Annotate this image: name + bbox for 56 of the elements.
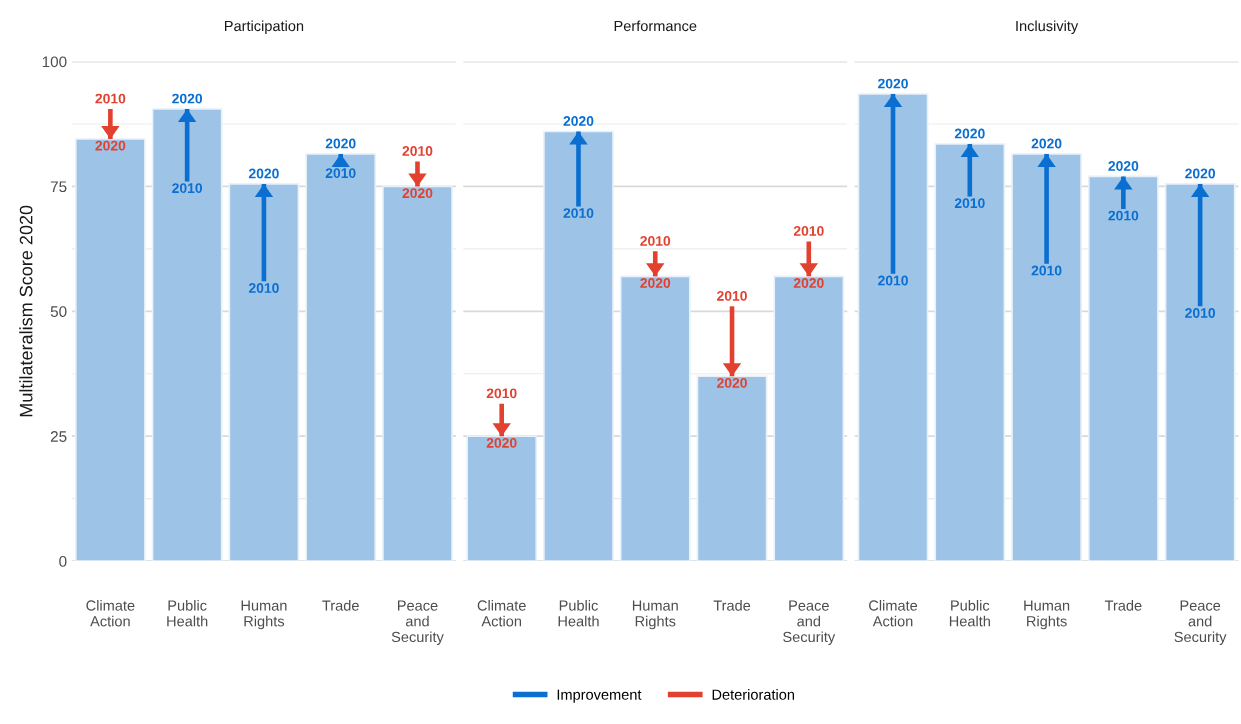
x-tick-label: Human Rights bbox=[241, 600, 287, 630]
annotation: 2010 bbox=[325, 168, 356, 179]
annotation: 2020 bbox=[486, 437, 517, 448]
y-tick-label: 0 bbox=[59, 555, 67, 567]
annotation: 2010 bbox=[402, 146, 433, 156]
x-tick-label: Climate Action bbox=[477, 599, 526, 627]
x-tick-label: Climate Action bbox=[869, 599, 918, 627]
y-tick-label: 50 bbox=[50, 306, 67, 318]
annotation: 2020 bbox=[717, 378, 747, 388]
annotation: 2020 bbox=[1108, 161, 1139, 171]
annotation: 2010 bbox=[563, 208, 594, 218]
annotation: 2020 bbox=[1185, 168, 1216, 179]
annotation: 2020 bbox=[325, 138, 356, 149]
y-axis-title: Multilateralism Score 2020 bbox=[19, 205, 33, 417]
annotation: 2020 bbox=[1031, 138, 1062, 149]
x-tick-label: Trade bbox=[322, 599, 359, 611]
legend-label: Improvement bbox=[557, 689, 642, 703]
annotation: 2010 bbox=[1108, 210, 1139, 221]
legend-label: Deterioration bbox=[712, 689, 795, 700]
annotation: 2010 bbox=[1185, 308, 1216, 318]
chart-title: Performance bbox=[614, 20, 697, 32]
x-tick-label: Public Health bbox=[558, 599, 599, 627]
annotation: 2010 bbox=[248, 283, 279, 293]
annotation: 2010 bbox=[640, 236, 671, 246]
annotation: 2010 bbox=[95, 93, 126, 104]
annotation: 2010 bbox=[172, 183, 203, 194]
x-tick-label: Climate Action bbox=[86, 599, 135, 627]
annotation: 2020 bbox=[793, 278, 824, 288]
y-tick-label: 75 bbox=[50, 181, 67, 193]
x-tick-label: Human Rights bbox=[1024, 600, 1070, 630]
annotation: 2010 bbox=[878, 275, 908, 286]
annotation: 2020 bbox=[402, 188, 433, 199]
y-tick-label: 100 bbox=[42, 56, 67, 68]
annotation: 2020 bbox=[563, 116, 594, 126]
x-tick-label: Public Health bbox=[167, 599, 208, 627]
y-tick-label: 25 bbox=[50, 431, 67, 442]
annotation: 2010 bbox=[1031, 265, 1062, 276]
x-tick-label: Peace and Security bbox=[391, 600, 444, 645]
x-tick-label: Human Rights bbox=[632, 600, 678, 630]
x-tick-label: Peace and Security bbox=[1174, 600, 1227, 645]
annotation: 2020 bbox=[95, 140, 126, 151]
annotation: 2010 bbox=[486, 388, 517, 399]
x-tick-label: Peace and Security bbox=[783, 600, 836, 645]
annotation: 2020 bbox=[640, 278, 671, 288]
annotation: 2020 bbox=[248, 168, 279, 179]
x-tick-label: Trade bbox=[1104, 599, 1142, 611]
annotation: 2020 bbox=[878, 78, 908, 89]
annotation: 2020 bbox=[954, 128, 985, 139]
x-tick-label: Public Health bbox=[949, 599, 990, 627]
annotation: 2010 bbox=[793, 226, 824, 236]
annotation: 2020 bbox=[172, 93, 203, 104]
annotation: 2010 bbox=[717, 290, 747, 301]
chart-title: Participation bbox=[224, 20, 304, 35]
annotation: 2010 bbox=[954, 198, 985, 209]
x-tick-label: Trade bbox=[713, 599, 751, 611]
chart-title: Inclusivity bbox=[1016, 20, 1079, 35]
